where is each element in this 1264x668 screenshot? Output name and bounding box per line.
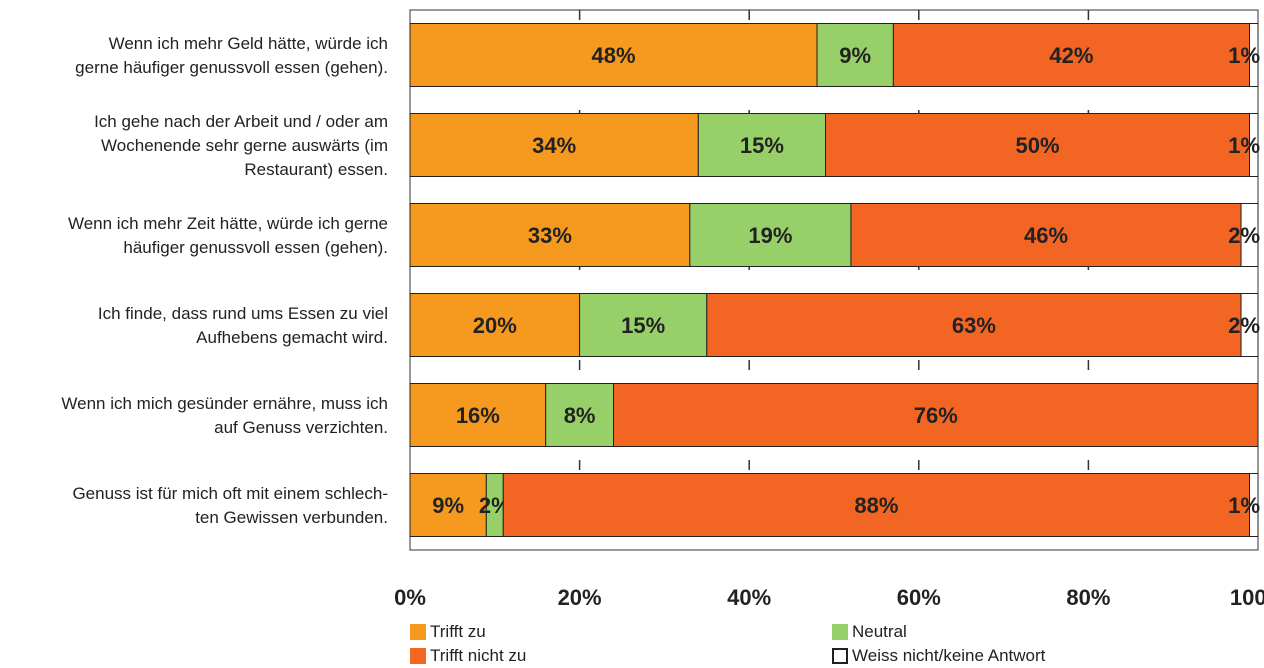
data-label: 88%	[854, 493, 898, 518]
data-label: 63%	[952, 313, 996, 338]
bar-segment	[1249, 473, 1259, 537]
bar-segment	[502, 473, 1251, 537]
bar-segment	[545, 383, 615, 447]
data-label: 20%	[473, 313, 517, 338]
bar-segment	[409, 113, 699, 177]
x-tick-label: 0%	[394, 585, 426, 610]
data-label: 50%	[1015, 133, 1059, 158]
bar-segment	[409, 293, 581, 357]
legend-item-neutral: Neutral	[832, 622, 907, 642]
bar-segment	[613, 383, 1259, 447]
data-label: 9%	[432, 493, 464, 518]
bar-segment	[1249, 23, 1259, 87]
bar-segment	[816, 23, 894, 87]
legend-label-trifft-zu: Trifft zu	[430, 622, 486, 641]
data-label: 1%	[1228, 493, 1260, 518]
data-label: 34%	[532, 133, 576, 158]
category-label: Wenn ich mich gesünder ernähre, muss ich…	[61, 394, 388, 437]
legend: Trifft zu Neutral Trifft nicht zu Weiss …	[410, 622, 1260, 668]
legend-swatch-weiss-nicht	[832, 648, 848, 664]
bar-segment	[697, 113, 827, 177]
bar-segment	[409, 203, 691, 267]
data-label: 42%	[1049, 43, 1093, 68]
category-label: Genuss ist für mich oft mit einem schlec…	[72, 484, 388, 527]
data-label: 15%	[740, 133, 784, 158]
data-label: 9%	[839, 43, 871, 68]
bar-segment	[825, 113, 1251, 177]
plot-frame	[409, 9, 1259, 551]
bar-segment	[409, 23, 818, 87]
data-label: 15%	[621, 313, 665, 338]
data-label: 2%	[1228, 313, 1260, 338]
bar-segment	[689, 203, 852, 267]
legend-label-neutral: Neutral	[852, 622, 907, 641]
data-label: 16%	[456, 403, 500, 428]
category-label: Wenn ich mehr Geld hätte, würde ich gerne…	[75, 34, 388, 77]
data-label: 1%	[1228, 133, 1260, 158]
legend-swatch-neutral	[832, 624, 848, 640]
data-label: 2%	[1228, 223, 1260, 248]
bar-segment	[706, 293, 1242, 357]
data-label: 76%	[914, 403, 958, 428]
legend-swatch-trifft-nicht-zu	[410, 648, 426, 664]
x-tick-label: 100%	[1230, 585, 1264, 610]
data-label: 19%	[748, 223, 792, 248]
bar-segment	[409, 383, 547, 447]
x-tick-label: 60%	[897, 585, 941, 610]
x-tick-label: 20%	[558, 585, 602, 610]
x-tick-label: 80%	[1066, 585, 1110, 610]
data-label: 1%	[1228, 43, 1260, 68]
category-label: Ich finde, dass rund ums Essen zu viel Au…	[98, 304, 388, 347]
bar-segment	[1249, 113, 1259, 177]
legend-label-trifft-nicht-zu: Trifft nicht zu	[430, 646, 527, 665]
legend-item-trifft-zu: Trifft zu	[410, 622, 486, 642]
data-label: 33%	[528, 223, 572, 248]
bar-segment	[409, 473, 487, 537]
bar-segment	[850, 203, 1242, 267]
legend-swatch-trifft-zu	[410, 624, 426, 640]
data-label: 46%	[1024, 223, 1068, 248]
category-label: Ich gehe nach der Arbeit und / oder am Wo…	[94, 112, 388, 179]
legend-item-trifft-nicht-zu: Trifft nicht zu	[410, 646, 526, 666]
data-label: 8%	[564, 403, 596, 428]
legend-label-weiss-nicht: Weiss nicht/keine Antwort	[852, 646, 1046, 665]
bar-segment	[1240, 293, 1259, 357]
category-label: Wenn ich mehr Zeit hätte, würde ich gern…	[68, 214, 388, 257]
bar-segment	[579, 293, 708, 357]
legend-item-weiss-nicht: Weiss nicht/keine Antwort	[832, 646, 1045, 666]
x-tick-label: 40%	[727, 585, 771, 610]
data-label: 48%	[591, 43, 635, 68]
bar-segment	[1240, 203, 1259, 267]
